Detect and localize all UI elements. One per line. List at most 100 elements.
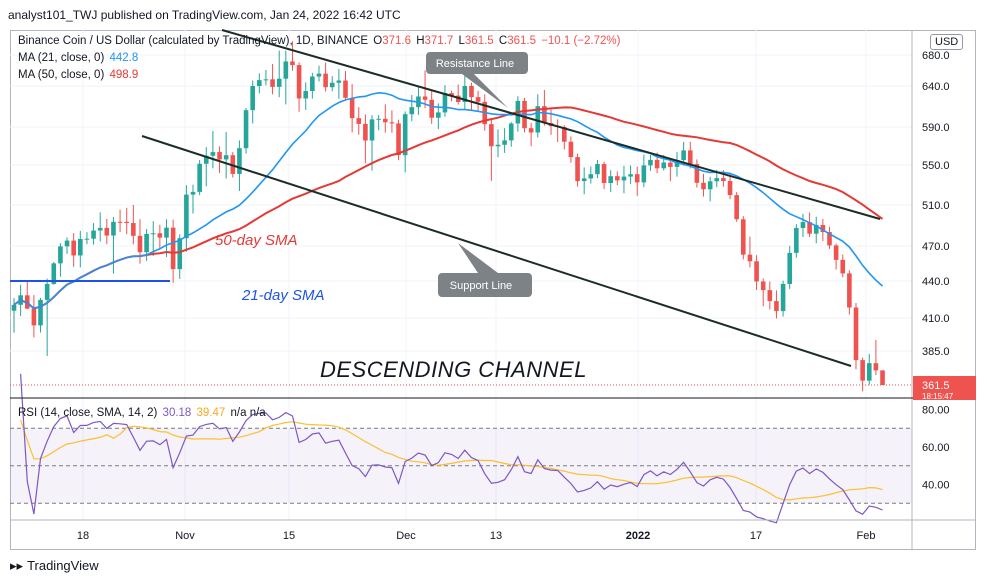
candle-body xyxy=(561,126,567,142)
candle-body xyxy=(701,182,706,190)
candle-body xyxy=(336,80,342,83)
rsi-line xyxy=(20,373,883,524)
candle-body xyxy=(369,119,375,141)
rsi-panel xyxy=(10,427,912,504)
candle-body xyxy=(382,118,388,123)
candle-body xyxy=(442,93,448,113)
candle-body xyxy=(754,261,759,282)
candle-body xyxy=(223,155,229,160)
candle-body xyxy=(807,222,812,234)
support-callout-box xyxy=(438,243,532,297)
candle-body xyxy=(641,165,647,183)
candle-body xyxy=(449,93,454,96)
symbol-name: Binance Coin / US Dollar (calculated by … xyxy=(18,35,369,47)
candle-body xyxy=(71,240,76,256)
candle-body xyxy=(860,360,865,381)
candle-body xyxy=(827,232,832,246)
candle-body xyxy=(270,79,275,87)
ma21-value: 442.8 xyxy=(109,52,139,64)
candle-body xyxy=(164,227,169,238)
candle-body xyxy=(568,141,574,158)
candle-body xyxy=(150,233,156,235)
price-tick-label: 385.0 xyxy=(922,346,950,358)
brand-name: TradingView xyxy=(27,558,99,573)
last-price-badge xyxy=(913,376,976,400)
candle-body xyxy=(177,238,183,270)
sma50-annotation: 50-day SMA xyxy=(215,232,298,249)
candle-body xyxy=(714,178,720,182)
candle-body xyxy=(787,252,793,284)
candle-body xyxy=(329,82,335,88)
ma50-legend: MA (50, close, 0) 498.9 xyxy=(18,69,138,81)
high-label: H xyxy=(416,35,425,47)
candle-body xyxy=(780,283,786,312)
open-label: O xyxy=(373,35,383,47)
candle-body xyxy=(542,106,547,124)
currency-button[interactable]: USD xyxy=(930,34,964,50)
candle-body xyxy=(880,370,885,385)
candle-body xyxy=(363,123,368,141)
resistance-callout-box xyxy=(426,52,528,108)
candle-body xyxy=(495,144,501,147)
ma21-label: MA (21, close, 0) xyxy=(18,52,105,64)
candle-body xyxy=(184,194,189,239)
candle-body xyxy=(475,97,481,102)
candle-body xyxy=(429,99,434,118)
time-tick-label: 17 xyxy=(750,530,762,542)
publisher-line: analyst101_TWJ published on TradingView.… xyxy=(8,8,401,22)
candle-body xyxy=(866,363,872,381)
candles xyxy=(11,41,885,392)
price-tick-label: 410.0 xyxy=(922,313,950,325)
ma50-label: MA (50, close, 0) xyxy=(18,69,105,81)
candle-body xyxy=(376,118,381,120)
candle-body xyxy=(137,235,143,253)
candle-body xyxy=(595,164,600,175)
candle-body xyxy=(237,148,242,174)
candle-body xyxy=(217,152,222,160)
time-tick-label: 13 xyxy=(490,530,502,542)
candle-body xyxy=(396,123,401,156)
price-tick-label: 470.0 xyxy=(922,241,950,253)
candle-body xyxy=(91,230,96,239)
rsi-value: 30.18 xyxy=(162,407,192,419)
candle-body xyxy=(436,112,441,118)
rsi-sma-line xyxy=(20,419,883,501)
candle-body xyxy=(283,61,289,79)
rsi-sma-value: 39.47 xyxy=(196,407,226,419)
resistance-line xyxy=(221,29,881,220)
rsi-na: n/a n/a xyxy=(230,407,266,419)
candle-body xyxy=(104,227,110,236)
indicator-lines xyxy=(13,91,884,524)
candle-body xyxy=(316,73,322,77)
rsi-legend: RSI (14, close, SMA, 14, 2) 30.18 39.47 … xyxy=(18,407,266,419)
candle-body xyxy=(84,238,90,240)
candle-body xyxy=(310,76,315,92)
candle-body xyxy=(58,246,63,264)
candle-body xyxy=(707,181,713,190)
sma50-line xyxy=(13,106,884,310)
candle-body xyxy=(813,224,819,234)
candle-body xyxy=(621,176,627,181)
time-tick-label: Nov xyxy=(175,530,195,542)
rsi-tick-label: 40.00 xyxy=(922,480,950,492)
ma50-value: 498.9 xyxy=(109,69,139,81)
candle-body xyxy=(873,363,879,371)
candle-body xyxy=(190,191,196,195)
time-tick-label: Feb xyxy=(857,530,876,542)
channel-annotation: DESCENDING CHANNEL xyxy=(320,357,587,382)
candle-body xyxy=(840,259,846,274)
candle-body xyxy=(588,174,594,179)
candle-body xyxy=(760,281,766,291)
candle-body xyxy=(210,152,216,156)
candle-body xyxy=(356,118,362,124)
change-value: −10.1 (−2.72%) xyxy=(541,35,621,47)
candle-body xyxy=(257,80,262,86)
tradingview-logo-icon: ▸▸ xyxy=(10,558,24,573)
candle-body xyxy=(243,110,249,149)
candle-body xyxy=(422,96,428,100)
candle-body xyxy=(668,162,673,167)
candle-body xyxy=(508,123,514,141)
candle-body xyxy=(608,176,613,183)
candle-body xyxy=(727,181,733,196)
